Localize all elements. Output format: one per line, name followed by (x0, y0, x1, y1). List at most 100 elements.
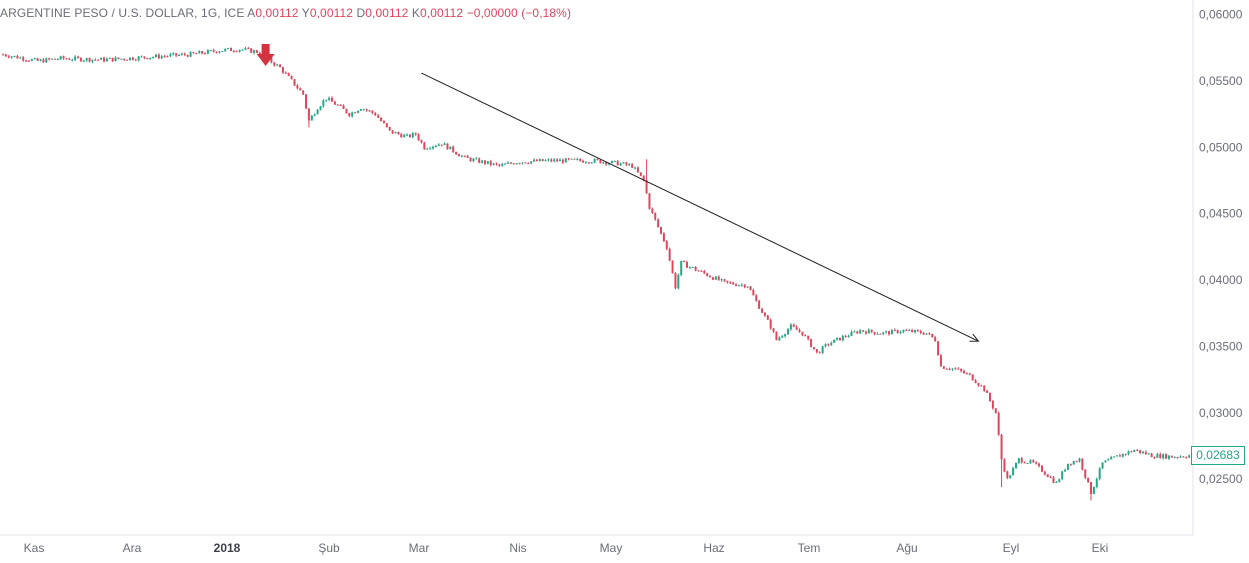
candle-body (1081, 458, 1084, 470)
candle-body (512, 163, 515, 165)
candle-up (403, 133, 406, 138)
candle-body (931, 333, 934, 338)
candle-down (937, 340, 940, 356)
candle-body (838, 337, 841, 341)
candle-body (1043, 471, 1046, 475)
candle-body (634, 167, 637, 169)
candle-up (1179, 455, 1182, 459)
candle-body (550, 159, 553, 162)
candle-down (365, 108, 368, 112)
candle-down (232, 49, 235, 53)
candle-body (971, 374, 974, 381)
candle-body (495, 163, 498, 165)
candle-down (192, 51, 195, 54)
candle-down (299, 87, 302, 91)
candle-body (489, 161, 492, 165)
candle-down (662, 232, 665, 243)
candle-body (105, 58, 108, 62)
candle-body (53, 58, 56, 60)
candle-up (1012, 466, 1015, 476)
candle-up (472, 157, 475, 163)
candle-body (902, 329, 905, 333)
x-tick-label: Ağu (896, 541, 917, 555)
candle-up (1072, 460, 1075, 465)
candle-body (290, 75, 293, 80)
candle-body (423, 142, 426, 150)
candle-body (316, 109, 319, 115)
candle-up (576, 157, 579, 161)
candle-body (573, 158, 576, 160)
candle-body (1078, 458, 1081, 462)
candle-body (475, 158, 478, 160)
candle-up (925, 333, 928, 335)
candle-down (79, 57, 82, 62)
candle-body (527, 163, 530, 165)
x-tick-label: May (600, 541, 623, 555)
candle-body (631, 164, 634, 168)
candle-body (818, 352, 821, 354)
candle-up (882, 331, 885, 336)
candle-body (714, 276, 717, 280)
candle-down (960, 368, 963, 373)
candle-body (420, 140, 423, 143)
candle-body (991, 401, 994, 409)
candle-down (810, 338, 813, 348)
candle-up (253, 49, 256, 55)
candle-down (792, 323, 795, 328)
candle-down (62, 55, 65, 60)
candle-body (166, 56, 169, 58)
candle-body (273, 62, 276, 66)
candle-down (974, 378, 977, 384)
candle-up (899, 330, 902, 335)
candle-body (131, 57, 134, 60)
candle-body (668, 248, 671, 261)
candle-body (1014, 462, 1017, 469)
candle-body (1003, 459, 1006, 472)
candle-body (1064, 469, 1067, 472)
candle-down (408, 134, 411, 138)
candle-up (610, 160, 613, 164)
candle-up (1029, 459, 1032, 465)
candle-down (870, 329, 873, 333)
candle-down (934, 335, 937, 342)
candle-body (977, 383, 980, 386)
candle-down (605, 161, 608, 166)
candle-up (1098, 467, 1101, 481)
candle-body (1182, 456, 1185, 458)
x-tick-label: Şub (318, 541, 340, 555)
candle-down (968, 372, 971, 376)
candle-down (772, 327, 775, 333)
candles-group (2, 46, 1194, 501)
candle-body (362, 109, 365, 111)
candle-body (209, 50, 212, 52)
candle-up (1104, 460, 1107, 463)
candle-body (1087, 477, 1090, 483)
candle-body (989, 392, 992, 402)
candle-body (893, 329, 896, 331)
candle-body (1141, 451, 1144, 453)
candle-body (599, 159, 602, 164)
candle-up (227, 47, 230, 50)
candle-body (639, 172, 642, 176)
candle-down (723, 278, 726, 282)
candle-body (1046, 474, 1049, 478)
candle-down (48, 57, 51, 61)
candle-down (518, 162, 521, 165)
candle-body (39, 59, 42, 61)
candle-body (227, 48, 230, 50)
candle-down (893, 328, 896, 332)
candle-down (385, 123, 388, 128)
candle-body (56, 59, 59, 61)
candle-up (198, 50, 201, 54)
candle-down (700, 270, 703, 272)
candle-body (351, 112, 354, 117)
candle-down (417, 133, 420, 141)
candle-up (876, 332, 879, 335)
candle-up (238, 49, 241, 53)
candle-body (117, 57, 120, 59)
candle-down (873, 331, 876, 336)
candle-up (82, 59, 85, 63)
candle-body (957, 368, 960, 370)
